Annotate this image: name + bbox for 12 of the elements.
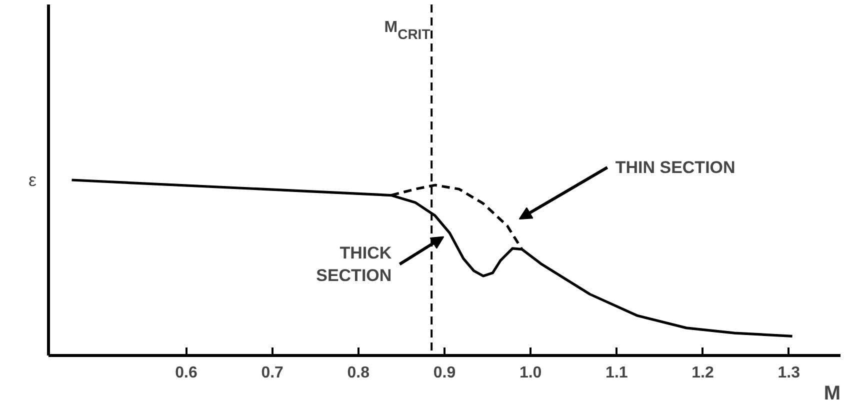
legend-label: THICK SECTION <box>316 243 392 286</box>
x-tick-label: 1.0 <box>519 364 542 382</box>
x-tick-label: 0.9 <box>433 364 456 382</box>
x-tick-label: 0.6 <box>175 364 198 382</box>
x-tick-label: 0.7 <box>261 364 284 382</box>
x-tick-label: 1.1 <box>606 364 628 382</box>
x-tick-label: 1.2 <box>692 364 714 382</box>
x-axis-title: M <box>824 382 841 404</box>
x-tick-label: 1.3 <box>778 364 800 382</box>
x-tick-label: 0.8 <box>347 364 370 382</box>
y-axis-title: ε <box>28 170 37 190</box>
text: THIN SECTION <box>615 158 736 177</box>
